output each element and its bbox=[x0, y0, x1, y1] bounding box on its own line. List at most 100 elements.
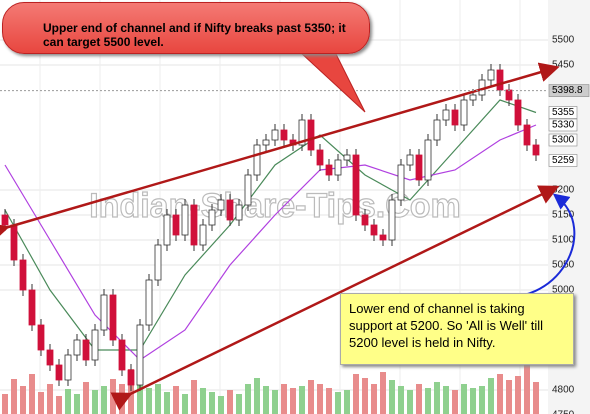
volume-bar bbox=[362, 378, 368, 414]
volume-bar bbox=[65, 389, 71, 414]
candle-body bbox=[109, 294, 117, 341]
volume-bar bbox=[191, 380, 197, 414]
volume-bar bbox=[281, 384, 287, 414]
volume-bar bbox=[308, 380, 314, 414]
price-tag-box bbox=[548, 84, 590, 97]
volume-bar bbox=[416, 384, 422, 414]
volume-bar bbox=[290, 388, 296, 414]
candle-body bbox=[451, 109, 459, 126]
candle-body bbox=[244, 174, 252, 206]
candle-body bbox=[46, 349, 54, 366]
candle-body bbox=[163, 214, 171, 246]
candle-body bbox=[262, 139, 270, 146]
volume-bar bbox=[20, 386, 26, 414]
volume-bar bbox=[533, 382, 539, 414]
candle-body bbox=[190, 204, 198, 246]
candle-body bbox=[397, 164, 405, 201]
candle-body bbox=[433, 119, 441, 141]
volume-bar bbox=[488, 378, 494, 414]
candle-body bbox=[325, 164, 333, 176]
volume-bar bbox=[344, 390, 350, 414]
candle-body bbox=[145, 279, 153, 326]
candle-body bbox=[253, 144, 261, 176]
candle-body bbox=[415, 154, 423, 181]
price-tag-box bbox=[548, 154, 578, 167]
price-tag: 5330 bbox=[552, 120, 575, 131]
volume-bar bbox=[74, 394, 80, 414]
candle-body bbox=[208, 209, 216, 226]
volume-bar bbox=[497, 374, 503, 414]
candle-body bbox=[118, 339, 126, 371]
volume-bar bbox=[11, 379, 17, 414]
volume-bar bbox=[173, 386, 179, 414]
volume-bar bbox=[326, 388, 332, 414]
y-tick-label: 5100 bbox=[552, 235, 575, 246]
candle-body bbox=[91, 329, 99, 361]
volume-bar bbox=[29, 374, 35, 414]
candle-body bbox=[226, 199, 234, 221]
candle-body bbox=[1, 214, 9, 226]
candle-body bbox=[82, 339, 90, 361]
volume-bar bbox=[479, 386, 485, 414]
volume-bar bbox=[470, 388, 476, 414]
volume-bar bbox=[380, 372, 386, 414]
candle-body bbox=[199, 224, 207, 246]
candle-body bbox=[172, 214, 180, 236]
volume-bar bbox=[443, 386, 449, 414]
lower-callout-text: Lower end of channel is taking support a… bbox=[349, 301, 544, 350]
volume-bar bbox=[515, 376, 521, 414]
candle-body bbox=[460, 99, 468, 126]
candle-body bbox=[388, 199, 396, 241]
volume-bar bbox=[452, 390, 458, 414]
candle-body bbox=[271, 129, 279, 141]
y-tick-label: 4750 bbox=[552, 410, 575, 414]
volume-bar bbox=[110, 379, 116, 414]
volume-bar bbox=[227, 390, 233, 414]
volume-bar bbox=[47, 384, 53, 414]
candle-body bbox=[154, 244, 162, 281]
volume-bar bbox=[2, 394, 8, 414]
candle-body bbox=[37, 324, 45, 351]
volume-bar bbox=[398, 386, 404, 414]
candle-body bbox=[379, 234, 387, 241]
candle-body bbox=[181, 204, 189, 236]
y-tick-label: 5050 bbox=[552, 260, 575, 271]
volume-bar bbox=[272, 390, 278, 414]
watermark: Indian-Share-Tips.Com bbox=[89, 187, 461, 225]
volume-bar bbox=[200, 388, 206, 414]
volume-bar bbox=[155, 384, 161, 414]
candle-body bbox=[235, 204, 243, 221]
candle-body bbox=[136, 324, 144, 386]
candle-body bbox=[487, 69, 495, 81]
volume-bar bbox=[371, 384, 377, 414]
candle-body bbox=[469, 94, 477, 101]
y-tick-label: 5150 bbox=[552, 210, 575, 221]
volume-bar bbox=[101, 386, 107, 414]
y-tick-label: 5500 bbox=[552, 35, 575, 46]
volume-bar bbox=[164, 392, 170, 414]
volume-bar bbox=[236, 394, 242, 414]
volume-bar bbox=[38, 392, 44, 414]
volume-bar bbox=[254, 378, 260, 414]
candle-body bbox=[523, 124, 531, 146]
candle-body bbox=[19, 259, 27, 291]
volume-bar bbox=[299, 386, 305, 414]
candle-body bbox=[10, 224, 18, 261]
volume-bar bbox=[434, 382, 440, 414]
candle-body bbox=[280, 129, 288, 141]
candle-body bbox=[307, 119, 315, 151]
volume-bar bbox=[461, 384, 467, 414]
upper-callout: Upper end of channel and if Nifty breaks… bbox=[2, 2, 370, 54]
price-tag-box bbox=[548, 118, 578, 132]
candle-body bbox=[343, 154, 351, 161]
volume-bar bbox=[425, 388, 431, 414]
volume-bar bbox=[182, 394, 188, 414]
volume-bar bbox=[56, 396, 62, 414]
candle-body bbox=[514, 99, 522, 126]
price-tag-box bbox=[548, 133, 578, 147]
volume-bar bbox=[407, 390, 413, 414]
volume-bar bbox=[218, 396, 224, 414]
volume-bar bbox=[389, 380, 395, 414]
volume-bar bbox=[506, 380, 512, 414]
